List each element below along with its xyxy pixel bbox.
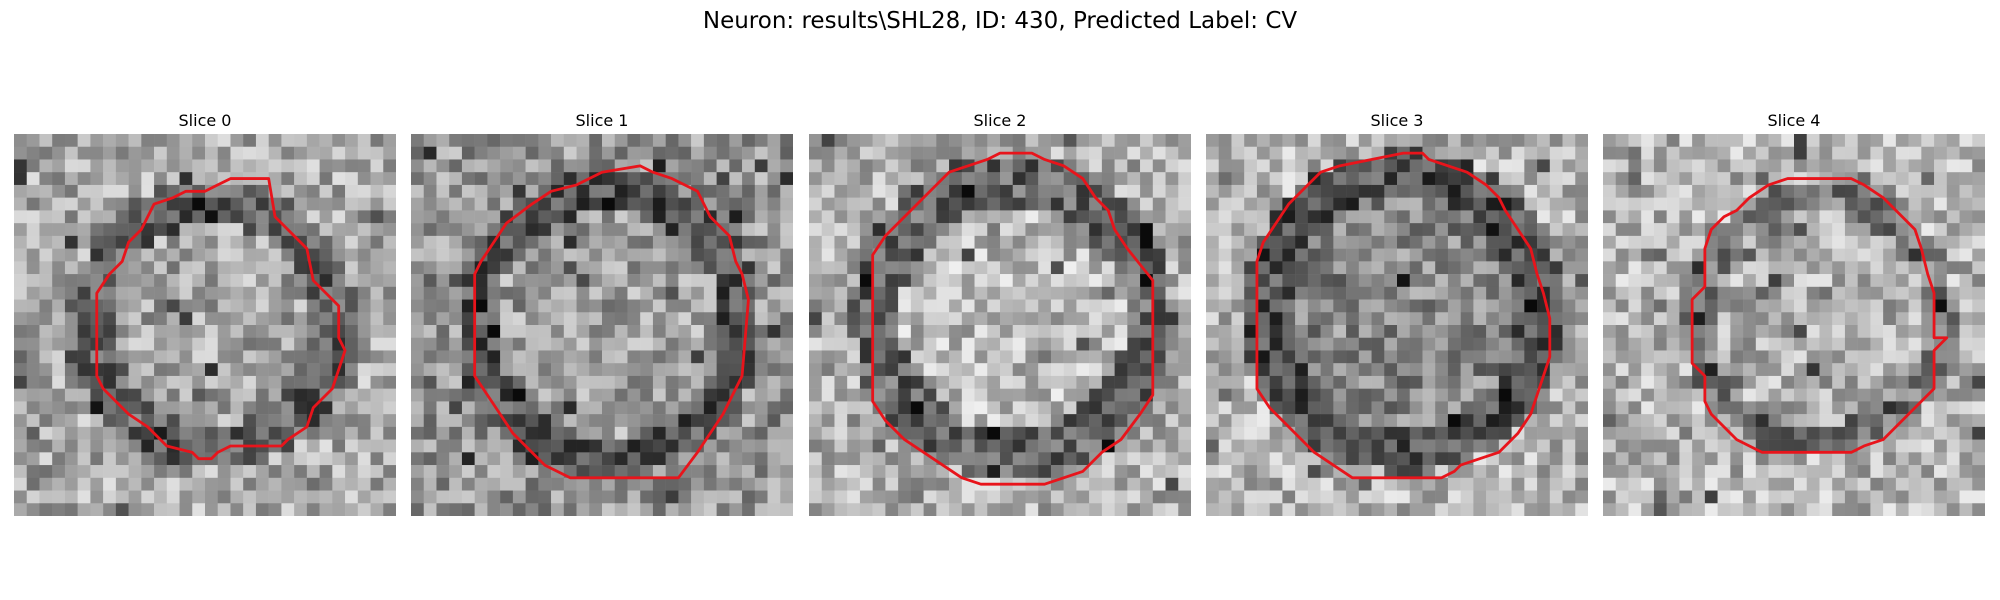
pixel-grid xyxy=(1206,134,1588,516)
slice-image-4 xyxy=(1603,134,1985,516)
pixel-grid xyxy=(411,134,793,516)
slice-image-3 xyxy=(1206,134,1588,516)
roi-contour xyxy=(95,177,347,461)
slice-title-3: Slice 3 xyxy=(1370,111,1424,130)
roi-contour xyxy=(1255,151,1552,480)
slice-image-1 xyxy=(411,134,793,516)
slice-panel-1: Slice 1 xyxy=(411,110,793,516)
roi-contour xyxy=(871,151,1155,486)
slice-title-4: Slice 4 xyxy=(1767,111,1821,130)
slice-image-2 xyxy=(809,134,1191,516)
slice-title-1: Slice 1 xyxy=(575,111,629,130)
roi-contour xyxy=(473,164,750,480)
roi-contour xyxy=(1690,177,1949,454)
slice-image-0 xyxy=(14,134,396,516)
slice-panel-0: Slice 0 xyxy=(14,110,396,516)
slice-panel-3: Slice 3 xyxy=(1206,110,1588,516)
pixel-grid xyxy=(1603,134,1985,516)
pixel-grid xyxy=(809,134,1191,516)
slice-panel-4: Slice 4 xyxy=(1603,110,1985,516)
slice-title-2: Slice 2 xyxy=(973,111,1027,130)
slice-panel-2: Slice 2 xyxy=(809,110,1191,516)
figure-title: Neuron: results\SHL28, ID: 430, Predicte… xyxy=(702,8,1298,34)
slice-title-0: Slice 0 xyxy=(178,111,232,130)
